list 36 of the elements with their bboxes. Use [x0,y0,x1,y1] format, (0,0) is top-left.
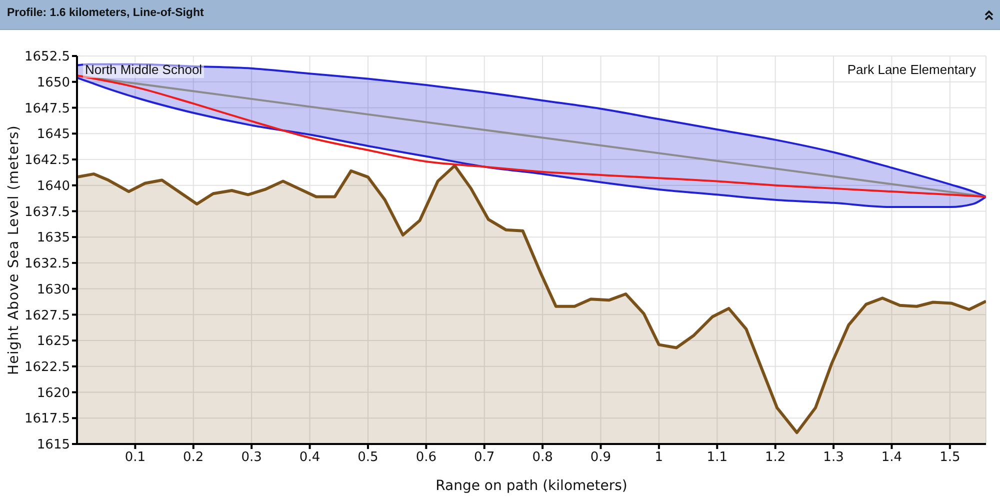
y-tick-label: 1637.5 [24,204,70,220]
y-tick-label: 1640 [36,178,70,194]
y-tick-label: 1652.5 [24,50,70,65]
x-tick-label: 0.8 [532,450,553,466]
y-tick-label: 1627.5 [24,308,70,324]
x-tick-label: 0.2 [183,450,204,466]
x-tick-label: 1.1 [706,450,728,466]
x-tick-label: 0.6 [416,450,437,466]
x-tick-label: 1.2 [764,450,786,466]
y-tick-label: 1617.5 [24,412,70,427]
x-tick-label: 1 [654,450,664,466]
y-tick-label: 1645 [36,127,70,142]
y-tick-label: 1650 [36,75,70,90]
y-tick-label: 1622.5 [24,360,70,376]
x-tick-label: 0.9 [590,450,612,466]
x-tick-label: 0.5 [358,450,378,466]
y-tick-label: 1635 [36,230,70,246]
y-tick-label: 1615 [36,438,70,453]
y-axis-title: Height Above Sea Level (meters) [6,125,22,375]
y-tick-label: 1642.5 [24,153,70,168]
annotation: Park Lane Elementary [846,62,977,78]
y-tick-label: 1647.5 [24,101,70,116]
y-tick-label: 1632.5 [24,256,70,272]
x-tick-label: 1.3 [823,450,844,466]
y-tick-label: 1620 [36,386,70,401]
x-tick-label: 0.4 [299,450,320,466]
x-tick-label: 1.4 [881,450,902,466]
y-tick-label: 1625 [36,334,70,350]
x-tick-label: 1.5 [940,450,960,466]
y-tick-label: 1630 [36,282,70,298]
x-tick-label: 0.7 [474,450,495,466]
x-tick-label: 0.3 [241,450,262,466]
annotation: North Middle School [83,62,204,78]
chart-title: Profile: 1.6 kilometers, Line-of-Sight [7,7,204,19]
x-tick-label: 0.1 [124,450,146,466]
x-axis-title: Range on path (kilometers) [436,478,628,494]
